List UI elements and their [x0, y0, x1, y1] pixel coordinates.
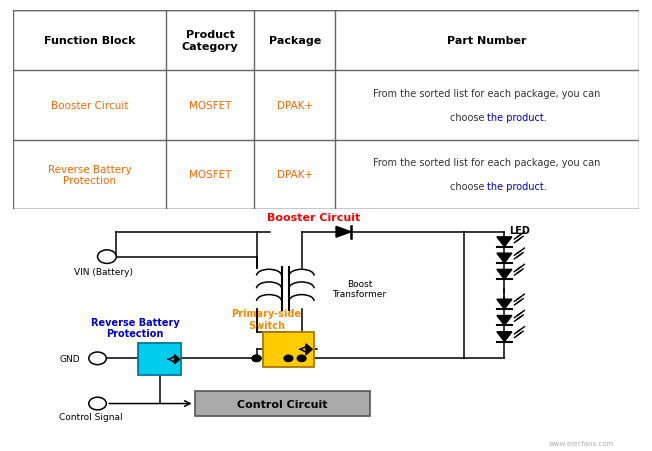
Polygon shape — [497, 270, 512, 280]
Circle shape — [297, 355, 306, 362]
Text: choose: choose — [449, 112, 487, 122]
Circle shape — [284, 355, 293, 362]
Polygon shape — [497, 237, 512, 247]
Text: Package: Package — [269, 36, 321, 46]
Text: Part Number: Part Number — [447, 36, 527, 46]
Text: Booster Circuit: Booster Circuit — [51, 101, 128, 110]
Circle shape — [252, 355, 261, 362]
Text: Function Block: Function Block — [44, 36, 136, 46]
Text: Booster Circuit: Booster Circuit — [267, 212, 360, 222]
Circle shape — [89, 397, 106, 410]
Polygon shape — [306, 344, 312, 355]
Bar — [138, 344, 181, 375]
Circle shape — [98, 250, 116, 264]
Text: Primary-side
Switch: Primary-side Switch — [231, 308, 302, 330]
Text: LED: LED — [509, 225, 530, 235]
Text: GND: GND — [59, 354, 80, 363]
Text: Boost
Transformer: Boost Transformer — [333, 279, 387, 298]
Bar — [263, 332, 314, 367]
Bar — [194, 391, 370, 416]
Text: choose: choose — [449, 182, 487, 192]
Text: DPAK+: DPAK+ — [276, 170, 313, 180]
Polygon shape — [497, 253, 512, 263]
Text: the product.: the product. — [487, 112, 547, 122]
Polygon shape — [497, 299, 512, 309]
Text: Product
Category: Product Category — [182, 30, 239, 52]
Text: Reverse Battery
Protection: Reverse Battery Protection — [48, 164, 132, 186]
Text: www.elecfans.com: www.elecfans.com — [549, 440, 614, 446]
Text: From the sorted list for each package, you can: From the sorted list for each package, y… — [374, 158, 601, 168]
Polygon shape — [175, 355, 179, 364]
Text: MOSFET: MOSFET — [189, 170, 231, 180]
Text: the product.: the product. — [487, 182, 547, 192]
Text: Reverse Battery
Protection: Reverse Battery Protection — [91, 317, 179, 339]
Text: MOSFET: MOSFET — [189, 101, 231, 110]
Polygon shape — [336, 227, 351, 238]
Polygon shape — [497, 332, 512, 342]
Text: Control Circuit: Control Circuit — [237, 399, 327, 409]
Text: DPAK+: DPAK+ — [276, 101, 313, 110]
Text: From the sorted list for each package, you can: From the sorted list for each package, y… — [374, 89, 601, 99]
Text: VIN (Battery): VIN (Battery) — [74, 267, 133, 276]
Text: Control Signal: Control Signal — [59, 412, 123, 421]
Circle shape — [252, 355, 261, 362]
Circle shape — [89, 352, 106, 365]
Polygon shape — [497, 316, 512, 326]
